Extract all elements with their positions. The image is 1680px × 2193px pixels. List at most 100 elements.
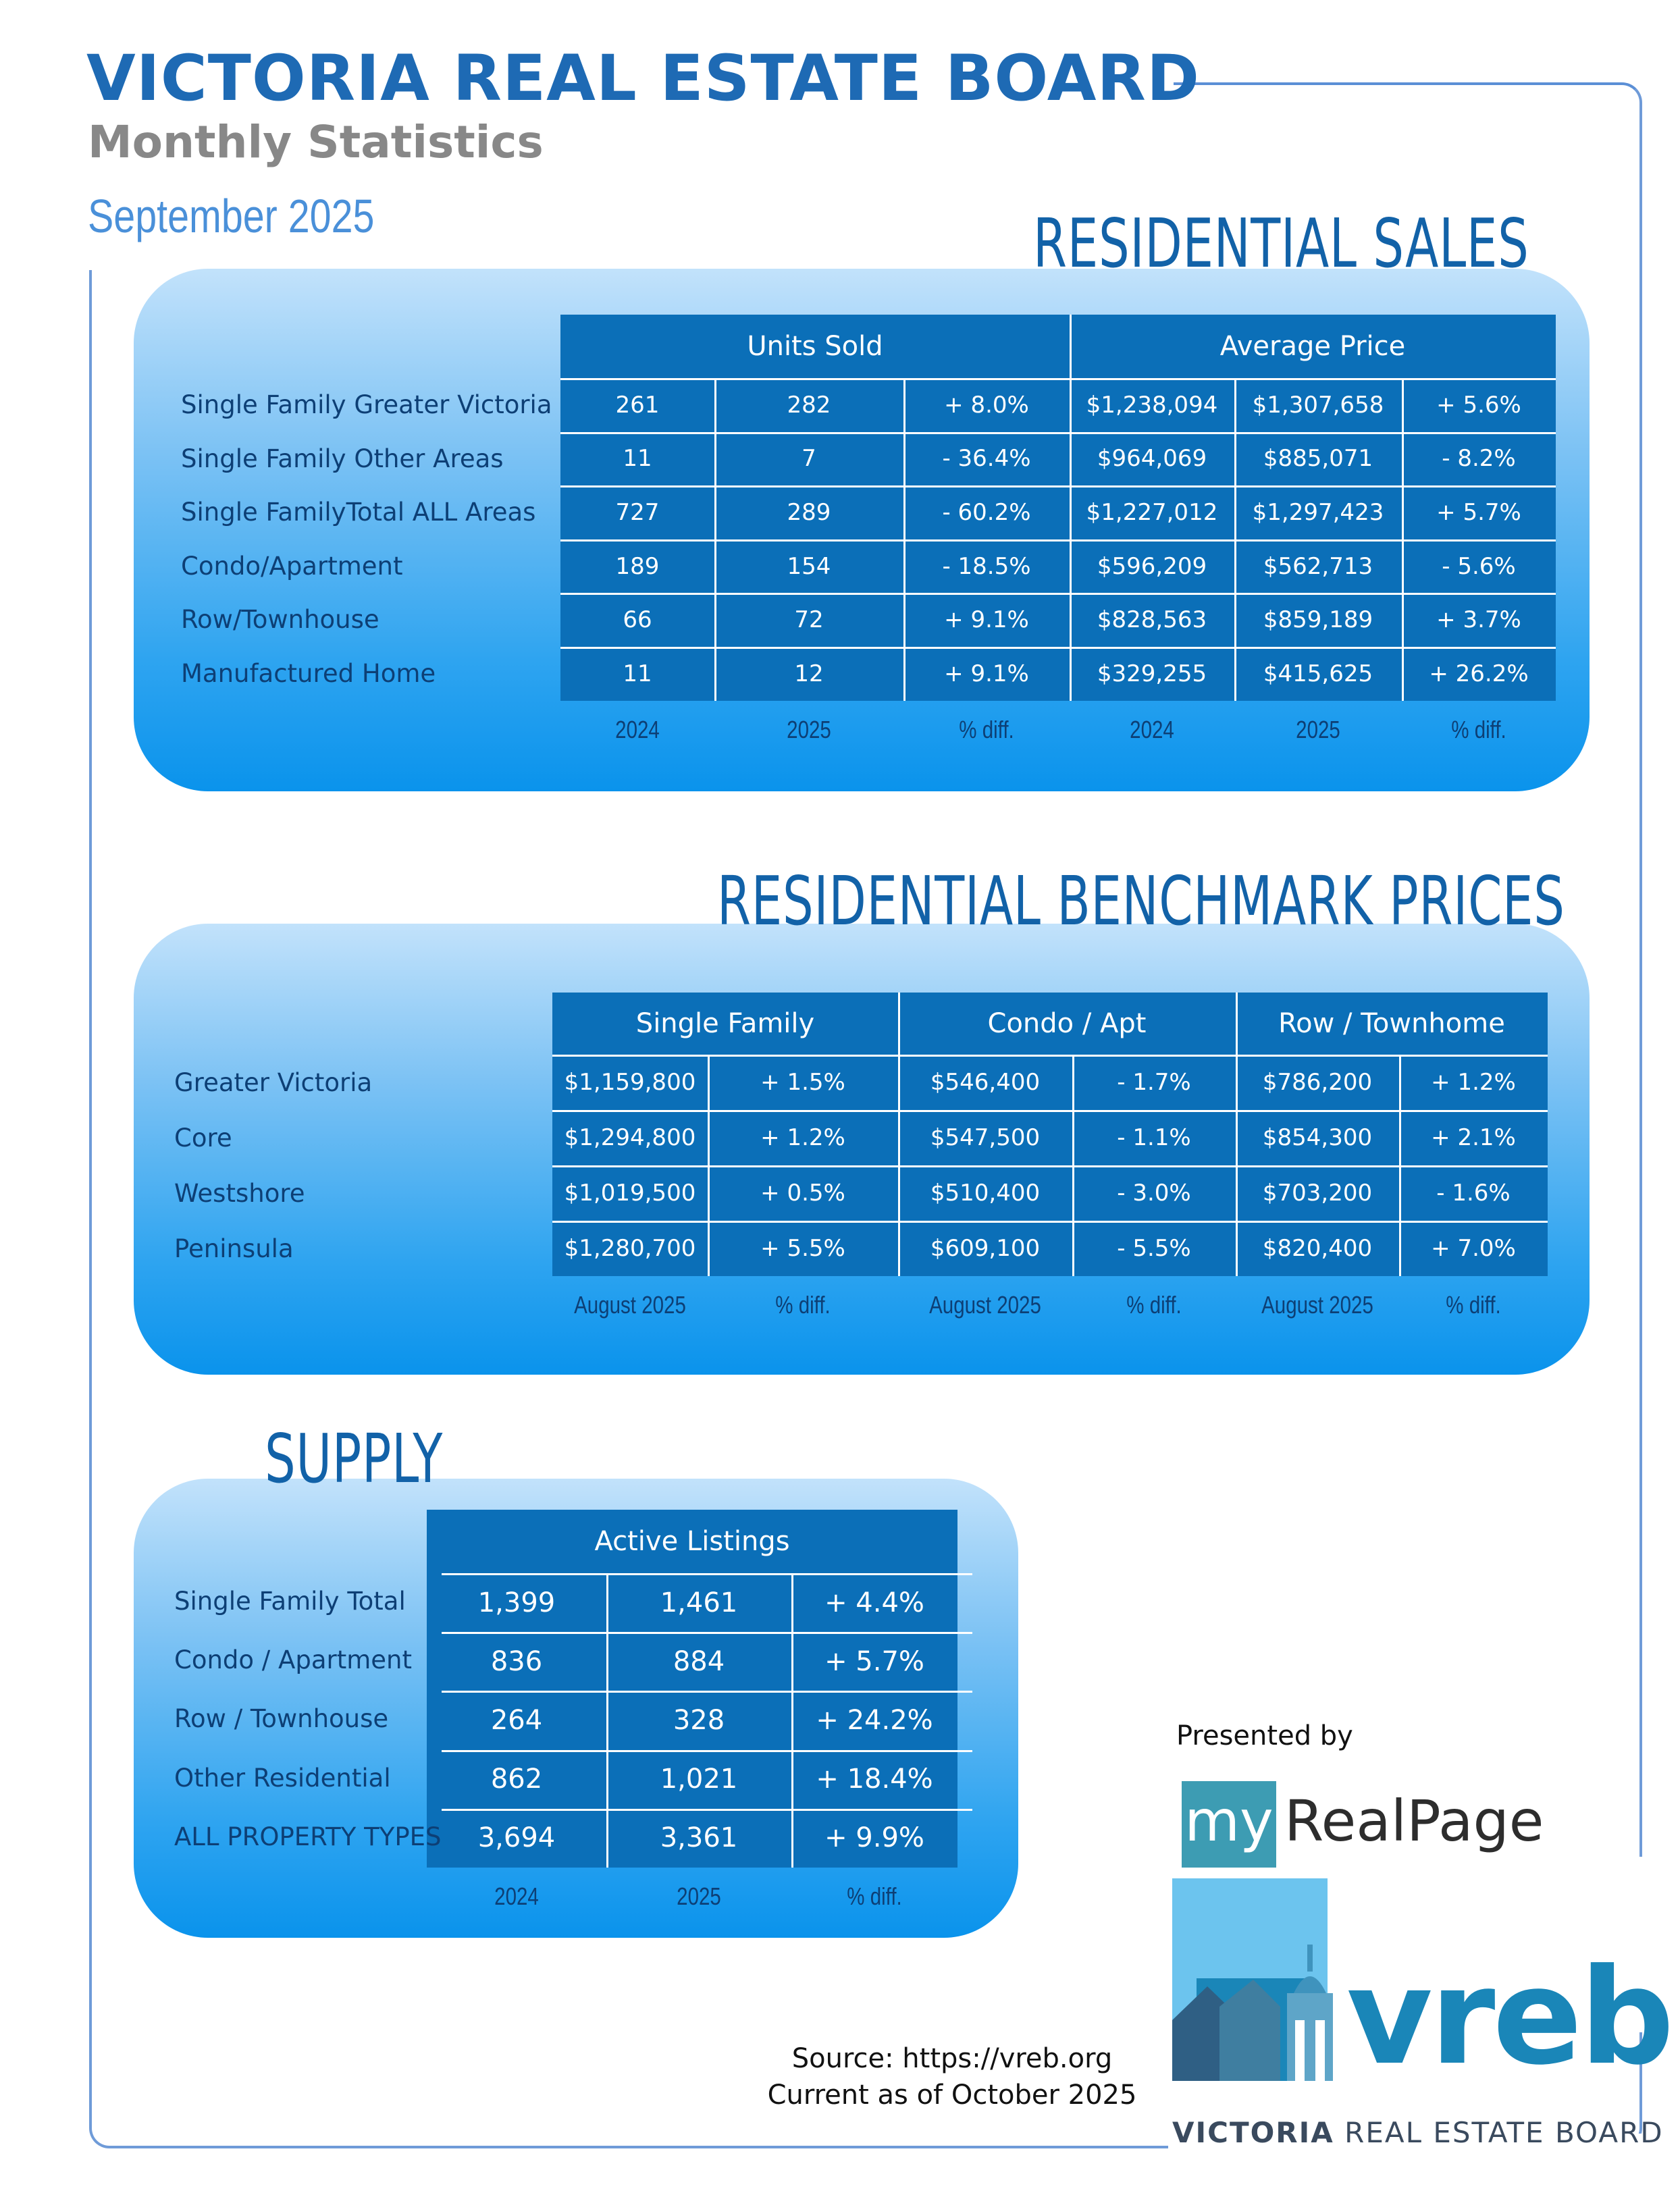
- sales-cell: 7: [802, 445, 816, 473]
- vreb-tagline-rest: REAL ESTATE BOARD: [1344, 2116, 1664, 2149]
- page-subtitle: Monthly Statistics: [88, 116, 544, 168]
- sales-column-label: 2025: [1296, 716, 1340, 743]
- sales-cell: 727: [615, 498, 660, 526]
- sales-cell: $1,227,012: [1086, 498, 1218, 526]
- vreb-tagline: VICTORIA REAL ESTATE BOARD: [1172, 2116, 1664, 2149]
- average-price-header: Average Price: [1219, 331, 1406, 362]
- benchmark-cell: + 5.5%: [760, 1235, 845, 1262]
- supply-cell: 3,361: [660, 1822, 738, 1854]
- supply-cell: + 9.9%: [824, 1822, 924, 1854]
- sales-row-rule: [560, 485, 1556, 488]
- sales-cell: 11: [623, 445, 652, 473]
- benchmark-cell: - 3.0%: [1117, 1180, 1191, 1207]
- sales-cell: $828,563: [1097, 606, 1207, 634]
- benchmark-group-header: Condo / Apt: [987, 1008, 1147, 1039]
- supply-cell: 3,694: [477, 1822, 556, 1854]
- source-date: Current as of October 2025: [767, 2080, 1137, 2111]
- report-month: September 2025: [88, 190, 375, 242]
- supply-cell: + 24.2%: [816, 1704, 933, 1736]
- sales-row-rule: [560, 647, 1556, 649]
- supply-row-label: ALL PROPERTY TYPES: [174, 1822, 442, 1851]
- benchmark-group-divider: [1236, 993, 1238, 1276]
- source-url: Source: https://vreb.org: [791, 2043, 1113, 2074]
- frame-mask-bottom: [1168, 2134, 1654, 2161]
- benchmark-group-header: Row / Townhome: [1278, 1008, 1505, 1039]
- frame-mask-right: [1634, 1857, 1654, 2032]
- supply-row-label: Row / Townhouse: [174, 1704, 389, 1734]
- sales-section-title: RESIDENTIAL SALES: [1033, 204, 1529, 283]
- supply-header-rule: [442, 1573, 972, 1575]
- sales-row-label: Row/Townhouse: [181, 605, 379, 635]
- sales-cell: + 26.2%: [1429, 660, 1529, 687]
- supply-cell: + 18.4%: [816, 1764, 933, 1795]
- sales-column-label: % diff.: [959, 716, 1014, 743]
- sales-cell: 282: [787, 391, 831, 419]
- sales-column-label: 2024: [1130, 716, 1174, 743]
- sales-group-divider: [1070, 315, 1072, 701]
- benchmark-cell: + 2.1%: [1431, 1124, 1516, 1151]
- supply-section-title: SUPPLY: [265, 1419, 444, 1498]
- supply-cell: 1,399: [477, 1587, 556, 1618]
- sales-cell: - 36.4%: [942, 445, 1031, 473]
- realpage-name-text: RealPage: [1284, 1788, 1544, 1854]
- supply-column-label: % diff.: [847, 1882, 902, 1910]
- benchmark-group-divider: [898, 993, 900, 1276]
- benchmark-row-label: Westshore: [174, 1179, 305, 1208]
- benchmark-section-title: RESIDENTIAL BENCHMARK PRICES: [717, 862, 1565, 941]
- supply-row-label: Single Family Total: [174, 1587, 406, 1616]
- benchmark-row-label: Greater Victoria: [174, 1068, 373, 1097]
- sales-cell: $1,238,094: [1086, 391, 1218, 419]
- sales-cell: - 18.5%: [942, 552, 1031, 580]
- vreb-tower-slot-1: [1295, 2020, 1305, 2081]
- benchmark-row-rule: [552, 1165, 1548, 1167]
- benchmark-column-label: August 2025: [574, 1291, 686, 1319]
- supply-row-rule: [442, 1749, 972, 1752]
- supply-cell: 836: [490, 1645, 543, 1677]
- active-listings-header: Active Listings: [594, 1526, 790, 1557]
- benchmark-header-rule: [552, 1055, 1548, 1057]
- sales-row-rule: [560, 539, 1556, 541]
- benchmark-table: [552, 993, 1548, 1276]
- benchmark-cell: $820,400: [1262, 1235, 1373, 1262]
- benchmark-cell: - 1.1%: [1117, 1124, 1191, 1151]
- supply-column-label: 2025: [677, 1882, 721, 1910]
- sales-cell: $1,307,658: [1252, 391, 1384, 419]
- supply-col-divider: [606, 1573, 608, 1868]
- sales-row-label: Single Family Other Areas: [181, 444, 504, 473]
- sales-cell: 154: [787, 552, 831, 580]
- sales-row-rule: [560, 593, 1556, 596]
- sales-cell: + 8.0%: [944, 391, 1029, 419]
- benchmark-cell: $1,294,800: [564, 1124, 696, 1151]
- benchmark-cell: $1,159,800: [564, 1069, 696, 1096]
- sales-cell: - 60.2%: [942, 498, 1031, 526]
- realpage-logo: my RealPage: [1182, 1781, 1544, 1869]
- vreb-house-slate: [1219, 1980, 1280, 2081]
- benchmark-cell: + 1.2%: [760, 1124, 845, 1151]
- benchmark-cell: - 5.5%: [1117, 1235, 1191, 1262]
- benchmark-cell: $510,400: [930, 1180, 1041, 1207]
- vreb-tower-slot-2: [1315, 2020, 1325, 2081]
- benchmark-cell: $786,200: [1262, 1069, 1373, 1096]
- sales-row-label: Manufactured Home: [181, 659, 436, 688]
- supply-col-divider: [791, 1573, 793, 1868]
- sales-cell: + 5.7%: [1436, 498, 1521, 526]
- benchmark-row-label: Core: [174, 1124, 232, 1153]
- sales-cell: - 8.2%: [1442, 445, 1516, 473]
- supply-row-rule: [442, 1691, 972, 1693]
- benchmark-column-label: % diff.: [1126, 1291, 1182, 1319]
- benchmark-cell: + 0.5%: [760, 1180, 845, 1207]
- sales-cell: + 5.6%: [1436, 391, 1521, 419]
- sales-column-label: 2025: [787, 716, 831, 743]
- realpage-my-box: my: [1182, 1781, 1276, 1868]
- sales-row-label: Condo/Apartment: [181, 551, 403, 581]
- supply-row-label: Other Residential: [174, 1763, 391, 1793]
- sales-cell: + 3.7%: [1436, 606, 1521, 634]
- presented-by-label: Presented by: [1176, 1720, 1353, 1751]
- sales-cell: 189: [615, 552, 660, 580]
- realpage-my-text: my: [1184, 1788, 1274, 1854]
- supply-cell: 862: [490, 1764, 543, 1795]
- vreb-tagline-bold: VICTORIA: [1172, 2116, 1334, 2149]
- sales-cell: 12: [794, 660, 824, 687]
- benchmark-cell: + 7.0%: [1431, 1235, 1516, 1262]
- sales-column-label: % diff.: [1451, 716, 1506, 743]
